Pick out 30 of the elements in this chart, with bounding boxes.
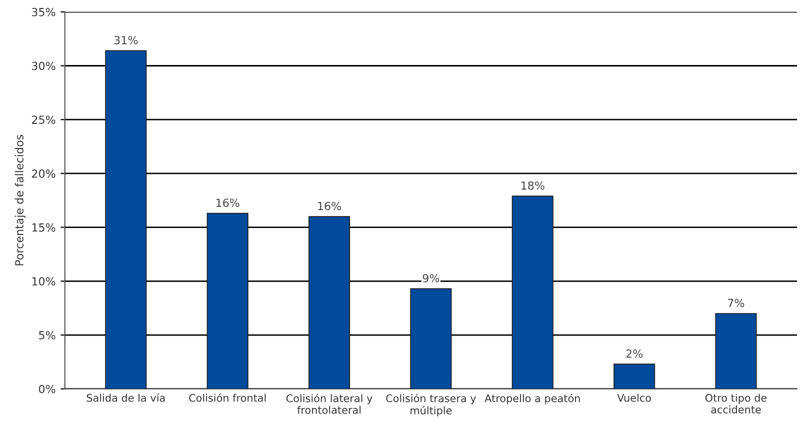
data-label: 18%: [521, 181, 544, 190]
y-tick-label: 5%: [39, 330, 56, 340]
y-tick-label: 35%: [32, 8, 56, 16]
x-tick-label: Colisión frontal: [189, 393, 266, 402]
data-label: 2%: [626, 349, 643, 358]
bar: [410, 288, 452, 389]
y-tick-label: 30%: [32, 62, 56, 70]
x-tick-label: Vuelco: [617, 394, 651, 402]
x-tick-label: Otro tipo de accidente: [705, 394, 767, 414]
data-label: 7%: [728, 298, 744, 308]
x-tick-label: Salida de la vía: [86, 393, 165, 402]
x-tick-label: Colisión trasera y múltiple: [386, 394, 476, 416]
x-tick-label: Colisión lateral y frontolateral: [286, 394, 372, 414]
y-tick-label: 10%: [32, 277, 56, 286]
bar: [308, 216, 350, 389]
y-tick-label: 15%: [32, 223, 56, 232]
y-tick-label: 20%: [32, 169, 56, 178]
y-tick-label: 25%: [32, 116, 56, 124]
bar: [206, 212, 248, 389]
y-tick-label: 0%: [38, 384, 56, 394]
bar: [614, 364, 656, 389]
bar: [105, 50, 147, 389]
data-label: 9%: [422, 274, 440, 282]
bar: [715, 313, 757, 389]
y-axis-title: Porcentaje de fallecidos: [14, 134, 26, 266]
data-label: 16%: [318, 202, 341, 210]
data-label: 31%: [114, 36, 138, 44]
data-label: 16%: [216, 198, 240, 207]
x-tick-label: Atropello a peatón: [484, 394, 580, 404]
bar: [512, 196, 554, 389]
